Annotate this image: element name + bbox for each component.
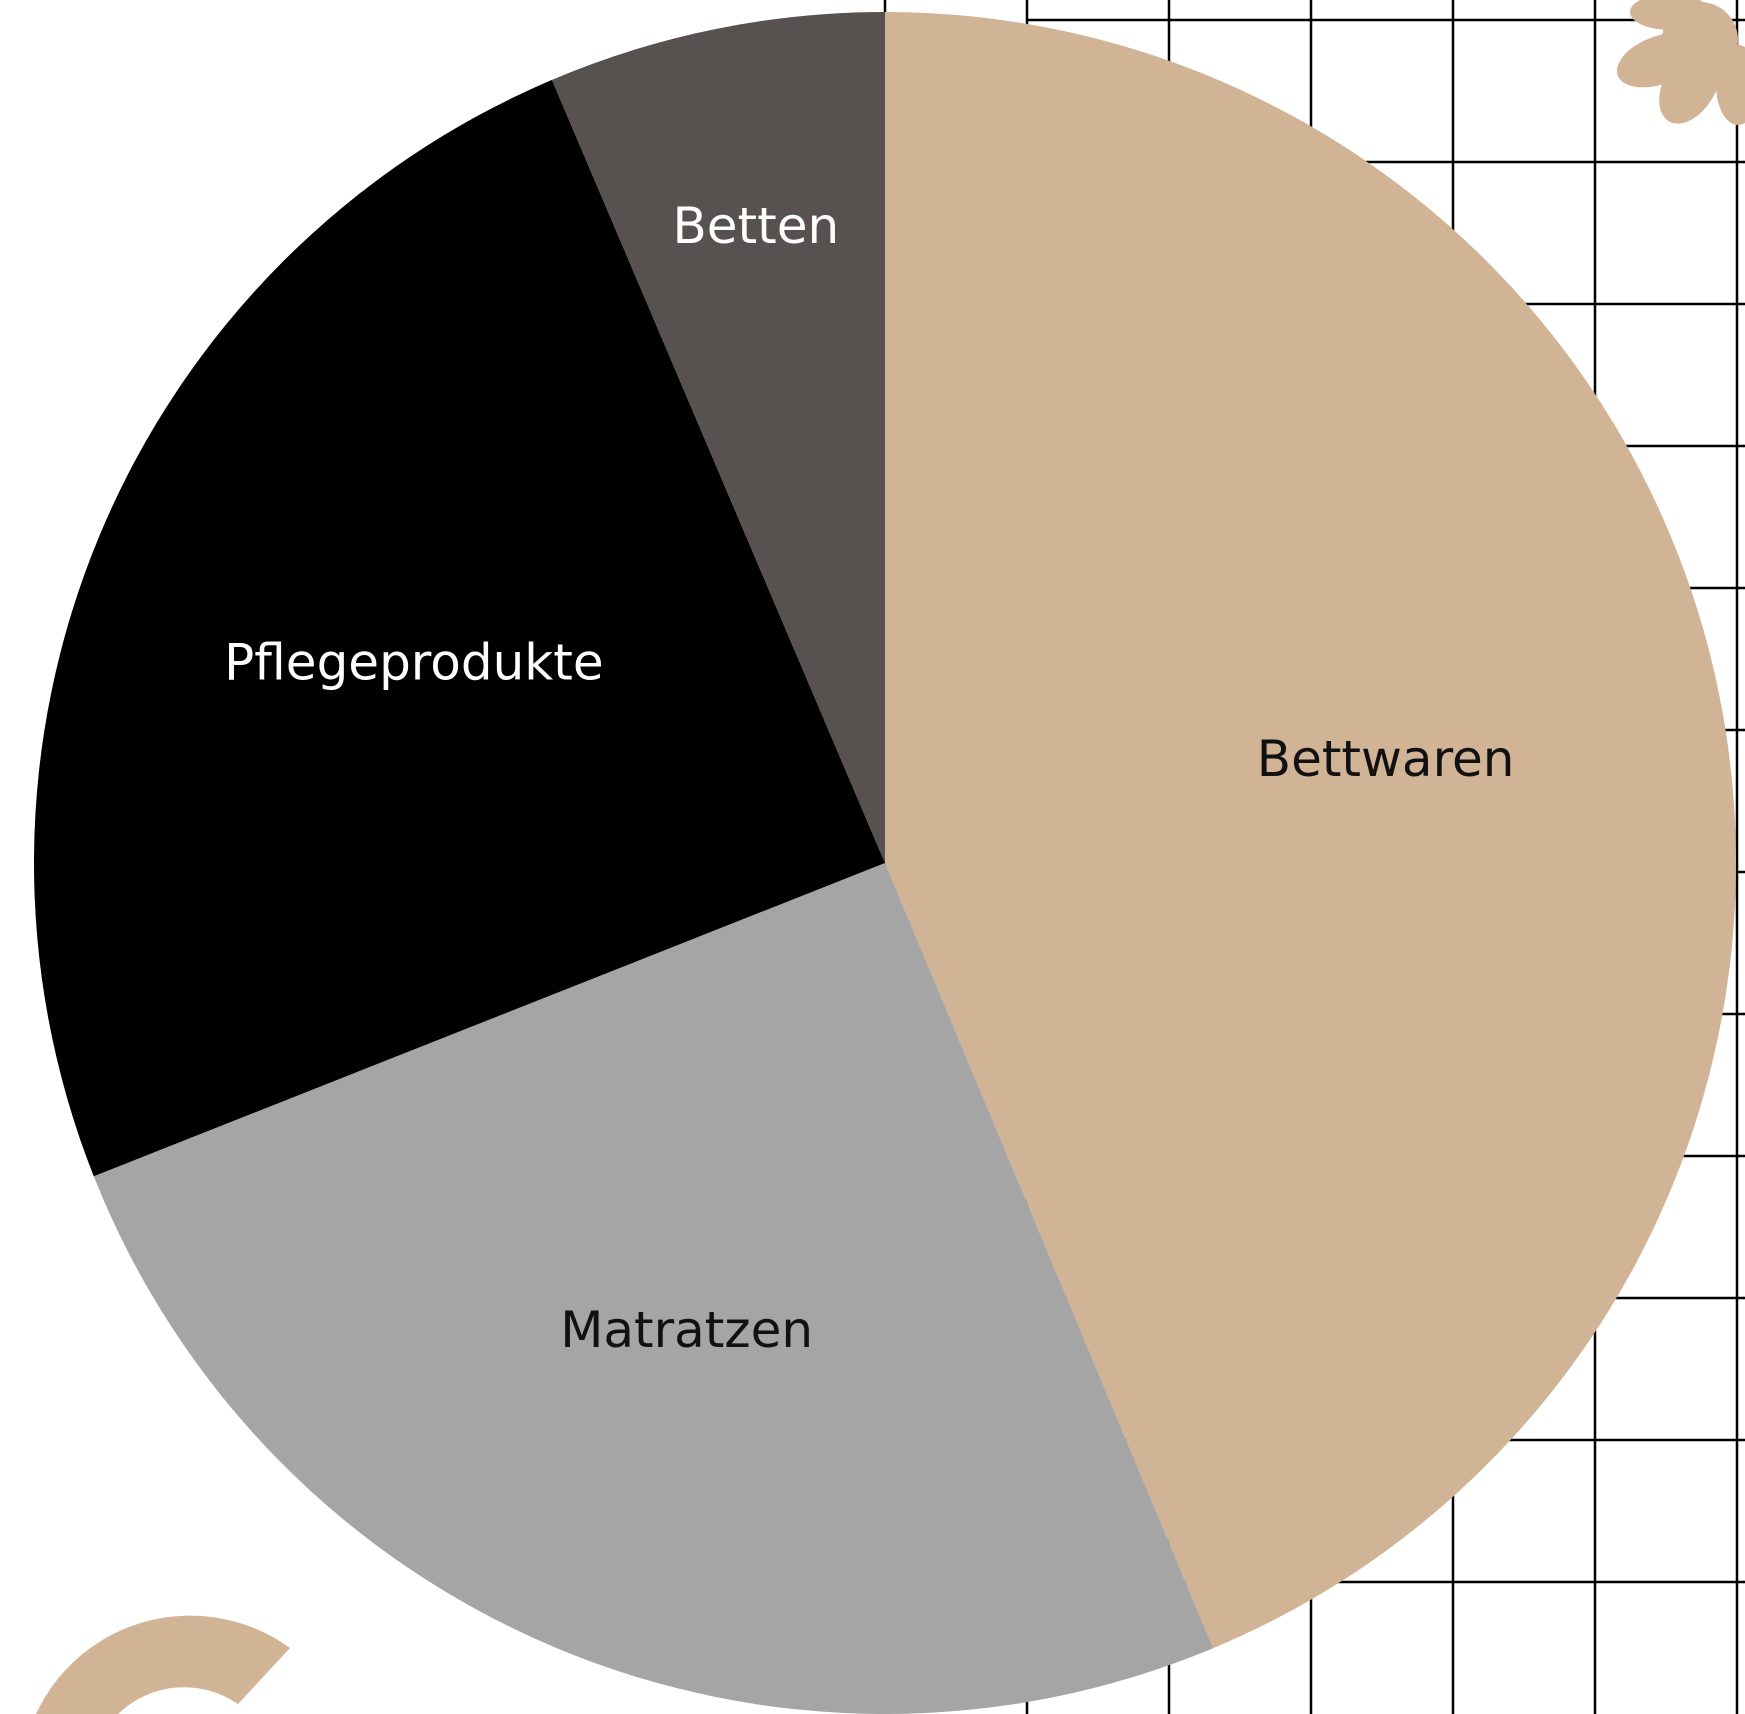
pie: Bettwaren Matratzen Pflegeprodukte Betten bbox=[34, 12, 1736, 1714]
slice-label: Pflegeprodukte bbox=[224, 634, 603, 692]
chart: Bettwaren Matratzen Pflegeprodukte Betten bbox=[0, 0, 1745, 1714]
slice-label: Betten bbox=[672, 197, 839, 255]
page: BettwarenMatratzenPflegeprodukteBetten (… bbox=[0, 0, 1745, 1714]
slice-label: Matratzen bbox=[560, 1301, 813, 1359]
decoration-arc bbox=[36, 1616, 290, 1714]
slice-label: Bettwaren bbox=[1257, 730, 1515, 788]
